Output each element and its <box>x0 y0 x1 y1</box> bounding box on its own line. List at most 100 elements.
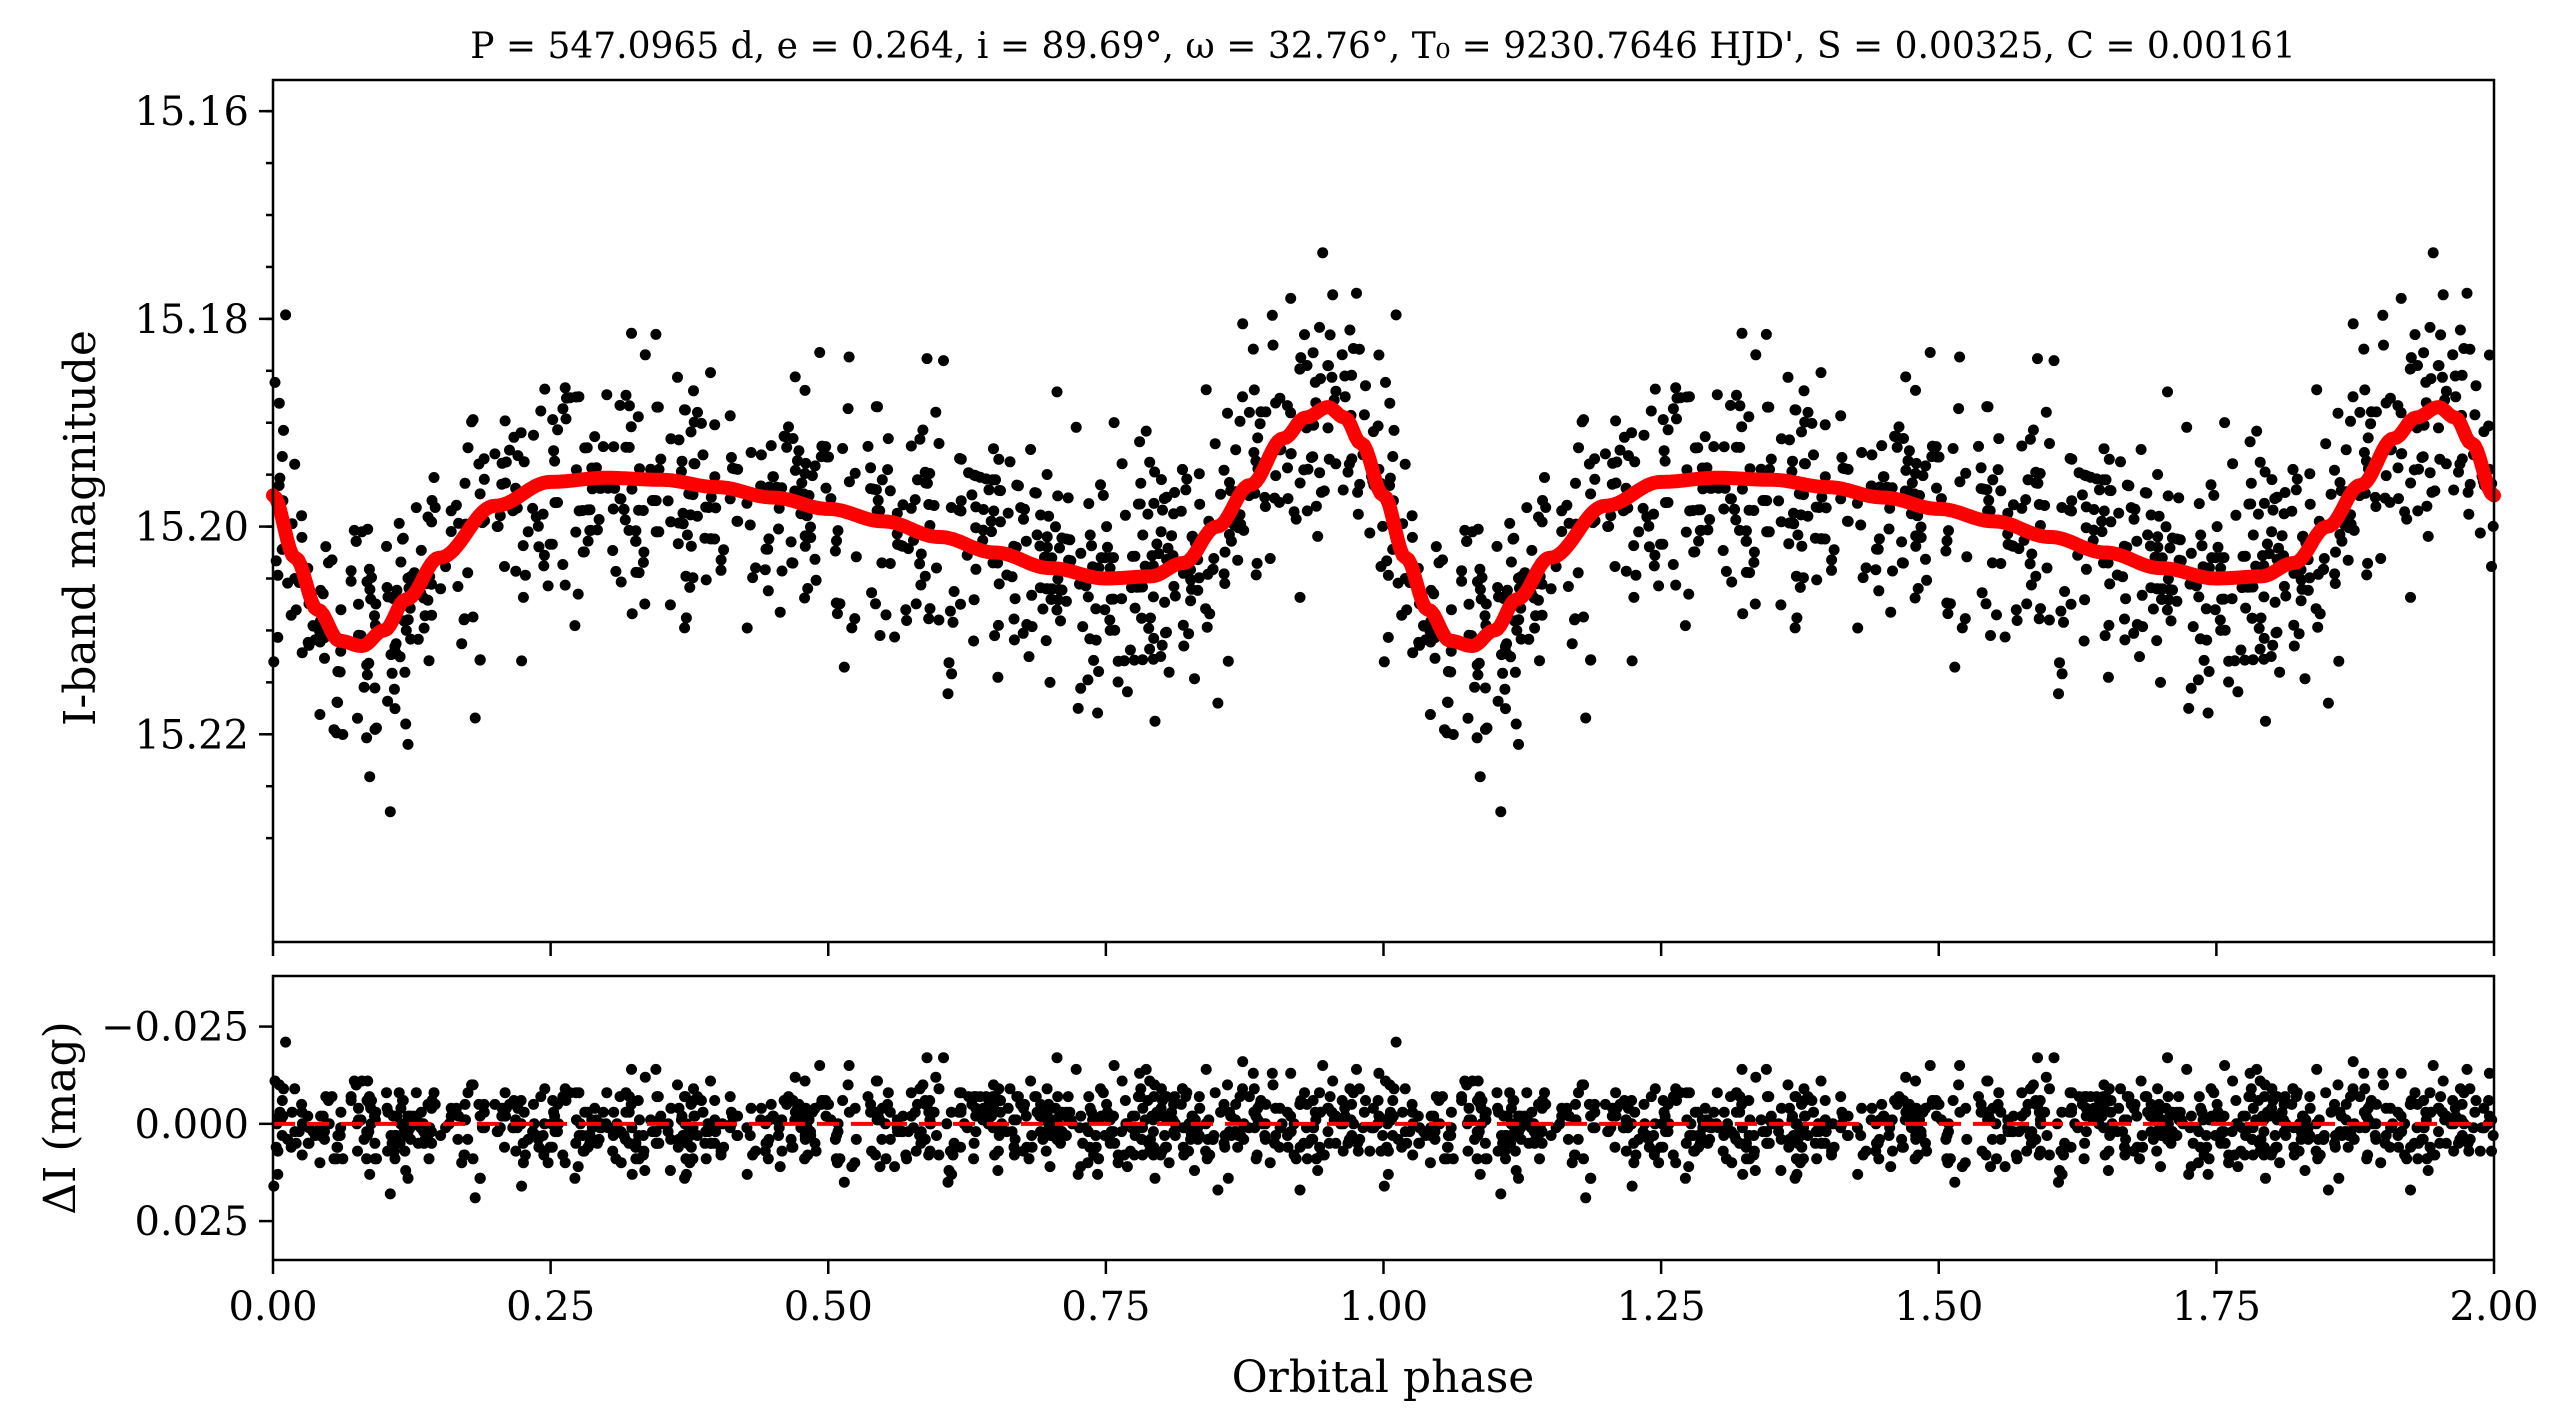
data-point <box>2377 309 2389 321</box>
residual-point <box>1856 1102 1868 1114</box>
data-point <box>1730 441 1742 453</box>
data-point <box>1983 494 1995 506</box>
residual-point <box>1377 1130 1389 1141</box>
residual-point <box>2035 1145 2046 1157</box>
data-point <box>1696 462 1708 474</box>
data-point <box>1737 608 1749 620</box>
data-point <box>1137 529 1149 541</box>
data-point <box>1326 371 1338 383</box>
residual-point <box>1876 1098 1888 1110</box>
residual-point <box>992 1145 1004 1157</box>
data-point <box>1573 442 1584 454</box>
x-tick-label: 1.25 <box>1617 1284 1706 1330</box>
residual-point <box>1282 1141 1294 1153</box>
data-point <box>2098 505 2110 517</box>
residual-point <box>1680 1137 1692 1149</box>
residual-point <box>274 1106 286 1118</box>
residual-point <box>1835 1091 1847 1103</box>
residual-point <box>381 1087 392 1099</box>
residual-point <box>2027 1079 2039 1091</box>
residual-point <box>1536 1137 1548 1149</box>
residual-point <box>1044 1161 1056 1173</box>
data-point <box>634 463 645 475</box>
data-point <box>1513 738 1524 750</box>
residual-point <box>2041 1130 2053 1141</box>
data-point <box>1649 549 1661 561</box>
data-point <box>785 536 797 548</box>
data-point <box>2429 485 2441 497</box>
data-point <box>2250 560 2262 572</box>
residual-point <box>1118 1149 1130 1161</box>
data-point <box>1140 425 1152 437</box>
residual-point <box>1012 1091 1024 1103</box>
residual-point <box>1828 1141 1840 1153</box>
residual-point <box>528 1098 539 1110</box>
data-point <box>1270 470 1282 482</box>
data-point <box>637 556 649 568</box>
residual-point <box>2202 1168 2214 1180</box>
data-point <box>1643 520 1655 532</box>
data-point <box>1230 444 1242 456</box>
data-point <box>1921 574 1933 586</box>
residual-point <box>1463 1102 1475 1114</box>
data-point <box>2392 462 2404 474</box>
data-point <box>2449 370 2461 382</box>
data-point <box>1295 352 1307 364</box>
residual-point <box>650 1126 662 1138</box>
residual-point <box>361 1153 373 1165</box>
residual-point <box>1443 1130 1455 1141</box>
data-point <box>1093 666 1105 677</box>
data-point <box>2290 484 2302 496</box>
data-point <box>1224 477 1235 488</box>
data-point <box>2193 498 2205 510</box>
residual-point <box>1294 1141 1306 1153</box>
residual-point <box>350 1079 362 1091</box>
y-tick-label: 15.16 <box>134 89 249 135</box>
data-point <box>638 546 650 558</box>
residual-point <box>2066 1102 2078 1114</box>
residual-point <box>1704 1133 1716 1145</box>
residual-point <box>1352 1145 1364 1157</box>
residual-point <box>1354 1133 1366 1145</box>
residual-point <box>1430 1091 1442 1103</box>
residual-point <box>955 1087 967 1099</box>
data-point <box>980 473 992 485</box>
data-point <box>1660 497 1671 509</box>
data-point <box>2227 458 2239 470</box>
residual-point <box>2198 1149 2210 1161</box>
residual-point <box>1309 1106 1321 1118</box>
data-point <box>1658 445 1670 457</box>
data-point <box>2027 424 2039 436</box>
residual-point <box>2260 1172 2271 1184</box>
residual-point <box>814 1060 826 1071</box>
data-point <box>1301 505 1313 517</box>
data-point <box>2359 384 2371 396</box>
data-point <box>1980 598 1992 610</box>
residual-point <box>1447 1153 1459 1165</box>
data-point <box>2258 497 2270 509</box>
data-point <box>1382 631 1394 643</box>
residual-point <box>679 1091 691 1103</box>
residual-point <box>705 1122 717 1134</box>
data-point <box>564 392 576 404</box>
data-point <box>2247 529 2259 541</box>
data-point <box>381 582 393 593</box>
data-point <box>1237 391 1248 403</box>
residual-point <box>276 1130 288 1141</box>
data-point <box>1004 456 1016 468</box>
data-point <box>2030 570 2042 582</box>
data-point <box>610 565 622 577</box>
data-point <box>2041 562 2053 574</box>
data-point <box>900 604 912 616</box>
data-point <box>2254 456 2266 468</box>
residual-point <box>1219 1130 1231 1141</box>
data-point <box>1954 351 1966 363</box>
data-point <box>314 709 326 720</box>
data-point <box>1155 526 1167 538</box>
data-point <box>2218 593 2230 605</box>
residual-point <box>776 1145 788 1157</box>
data-point <box>2010 604 2022 616</box>
residual-point <box>1407 1149 1419 1161</box>
data-point <box>2395 448 2407 460</box>
residual-point <box>2053 1176 2064 1188</box>
